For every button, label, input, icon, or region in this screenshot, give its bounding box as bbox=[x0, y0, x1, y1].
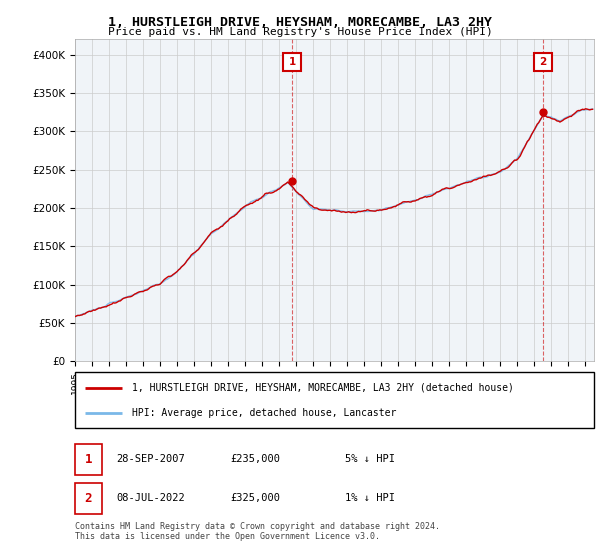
Text: 1% ↓ HPI: 1% ↓ HPI bbox=[345, 493, 395, 503]
Text: Price paid vs. HM Land Registry's House Price Index (HPI): Price paid vs. HM Land Registry's House … bbox=[107, 27, 493, 37]
Text: 5% ↓ HPI: 5% ↓ HPI bbox=[345, 454, 395, 464]
Text: 2: 2 bbox=[85, 492, 92, 505]
Text: 1: 1 bbox=[289, 57, 296, 67]
Text: 08-JUL-2022: 08-JUL-2022 bbox=[116, 493, 185, 503]
Text: 2: 2 bbox=[539, 57, 547, 67]
Text: £235,000: £235,000 bbox=[230, 454, 281, 464]
Text: £325,000: £325,000 bbox=[230, 493, 281, 503]
Text: 1, HURSTLEIGH DRIVE, HEYSHAM, MORECAMBE, LA3 2HY: 1, HURSTLEIGH DRIVE, HEYSHAM, MORECAMBE,… bbox=[108, 16, 492, 29]
FancyBboxPatch shape bbox=[75, 483, 102, 514]
FancyBboxPatch shape bbox=[75, 444, 102, 475]
Text: 1: 1 bbox=[85, 452, 92, 466]
FancyBboxPatch shape bbox=[75, 372, 594, 428]
Text: Contains HM Land Registry data © Crown copyright and database right 2024.
This d: Contains HM Land Registry data © Crown c… bbox=[75, 522, 440, 542]
Text: HPI: Average price, detached house, Lancaster: HPI: Average price, detached house, Lanc… bbox=[132, 408, 397, 418]
Text: 1, HURSTLEIGH DRIVE, HEYSHAM, MORECAMBE, LA3 2HY (detached house): 1, HURSTLEIGH DRIVE, HEYSHAM, MORECAMBE,… bbox=[132, 382, 514, 393]
Text: 28-SEP-2007: 28-SEP-2007 bbox=[116, 454, 185, 464]
